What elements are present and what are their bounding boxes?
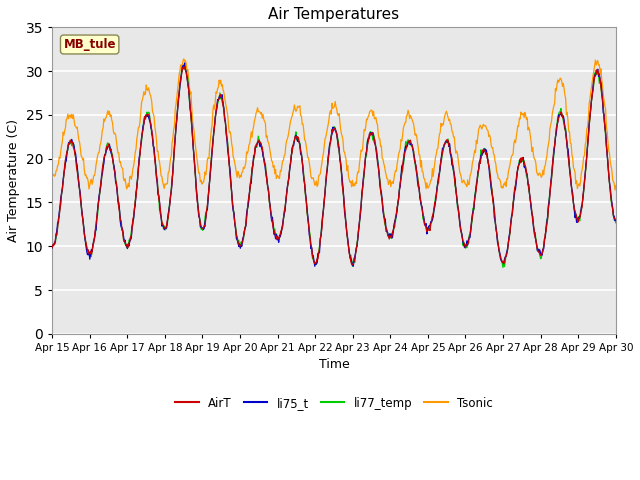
Y-axis label: Air Temperature (C): Air Temperature (C) — [7, 119, 20, 242]
Text: MB_tule: MB_tule — [63, 38, 116, 51]
Title: Air Temperatures: Air Temperatures — [268, 7, 399, 22]
X-axis label: Time: Time — [319, 359, 349, 372]
Legend: AirT, li75_t, li77_temp, Tsonic: AirT, li75_t, li77_temp, Tsonic — [170, 392, 498, 414]
